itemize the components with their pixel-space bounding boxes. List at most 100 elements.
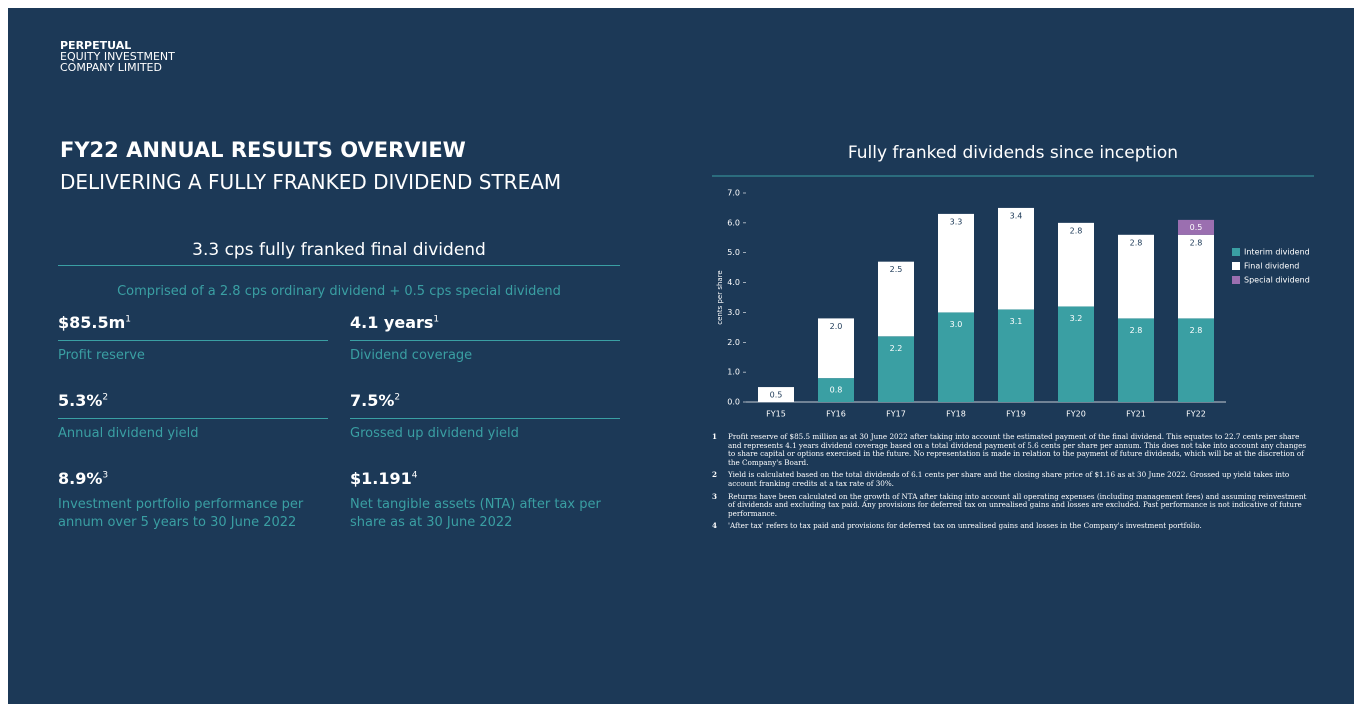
data-label: 3.3 [950,217,963,226]
slide: PERPETUAL EQUITY INVESTMENT COMPANY LIMI… [8,8,1354,704]
highlight-text: Comprised of a 2.8 cps ordinary dividend… [117,284,561,299]
x-tick-label: FY19 [1006,410,1026,419]
data-label: 2.8 [1190,238,1203,247]
footnote-ref: 1 [125,314,132,325]
value: $1.191 [350,469,412,488]
bar-segment [818,378,854,402]
bar-segment [1178,234,1214,319]
metric-label: Annual dividend yield [58,426,199,441]
metric-value: 8.9%3 [58,469,328,490]
data-label: 2.8 [1190,326,1203,335]
y-tick-label: 3.0 [727,308,740,317]
bar-segment [758,387,794,402]
y-axis-label: cents per share [716,270,724,324]
data-label: 2.8 [1130,238,1143,247]
legend-label: Interim dividend [1244,248,1310,257]
x-tick-label: FY22 [1186,410,1206,419]
value: $85.5m [58,313,126,332]
metric-label: Investment portfolio performance per ann… [58,497,304,530]
x-tick-label: FY17 [886,410,906,419]
data-label: 2.0 [830,322,843,331]
footnote-ref: 3 [102,470,109,481]
metric: 8.9%3 Investment portfolio performance pe… [58,469,328,532]
y-tick-label: 4.0 [727,278,740,287]
footnotes: 1 Profit reserve of $85.5 million as at 3… [712,432,1312,535]
footnote-text: Yield is calculated based on the total d… [728,470,1290,488]
metric-value: $1.1914 [350,469,620,490]
chart-title: Fully franked dividends since inception [848,143,1178,163]
title: FY22 ANNUAL RESULTS OVERVIEW [60,138,466,162]
legend-swatch [1232,248,1240,256]
data-label: 0.5 [1190,223,1203,232]
data-label: 3.4 [1010,211,1023,220]
legend-label: Final dividend [1244,262,1299,271]
data-label: 2.5 [890,265,903,274]
data-label: 2.8 [1070,226,1083,235]
bar-segment [1058,222,1094,307]
footnote-ref: 2 [394,392,401,403]
footnote-number: 2 [712,470,718,480]
metric: 5.3%2 Annual dividend yield [58,391,328,443]
bar-segment [1118,234,1154,319]
data-label: 2.2 [890,344,903,353]
bar-segment [938,213,974,313]
footnote-number: 1 [712,432,718,441]
footnote-ref: 1 [433,314,440,325]
footnote: 1 Profit reserve of $85.5 million as at 3… [712,432,1312,467]
y-tick-label: 0.0 [727,398,740,407]
data-label: 3.1 [1010,317,1023,326]
y-tick-label: 5.0 [727,248,740,257]
footnote-number: 3 [712,491,718,501]
metric: 7.5%2 Grossed up dividend yield [350,391,620,443]
bar-segment [1118,318,1154,402]
y-tick-label: 1.0 [727,368,740,377]
company-name: PERPETUAL EQUITY INVESTMENT COMPANY LIMI… [60,40,175,73]
data-label: 3.0 [950,320,963,329]
bar-segment [878,336,914,402]
metric: $1.1914 Net tangible assets (NTA) after t… [350,469,620,532]
footnote-ref: 4 [411,470,418,481]
footnote-ref: 2 [102,392,109,403]
bar-segment [818,318,854,379]
chart: Fully franked dividends since inception c… [712,143,1314,419]
value: 5.3% [58,391,103,410]
footnote-text: Returns have been calculated on the grow… [728,491,1307,518]
value: 7.5% [350,391,395,410]
y-tick-label: 7.0 [727,189,740,198]
company-line: COMPANY LIMITED [60,61,162,74]
data-label: 0.8 [830,386,843,395]
footnote: 3 Returns have been calculated on the gro… [712,491,1312,519]
metric: $85.5m1 Profit reserve [58,313,328,365]
metric-label: Dividend coverage [350,348,473,363]
bar-segment [1178,219,1214,235]
data-label: 3.2 [1070,314,1083,323]
metric: 4.1 years1 Dividend coverage [350,313,620,365]
value: 4.1 years [350,313,434,332]
data-label: 2.8 [1130,326,1143,335]
data-label: 0.5 [770,391,783,400]
legend-label: Special dividend [1244,276,1310,285]
x-tick-label: FY16 [826,410,846,419]
rule [58,265,620,266]
subtitle: DELIVERING A FULLY FRANKED DIVIDEND STRE… [60,170,562,194]
footnote: 4 'After tax' refers to tax paid and prov… [712,522,1312,531]
y-tick-label: 6.0 [727,218,740,227]
x-tick-label: FY15 [766,410,786,419]
footnote-number: 4 [712,521,718,531]
metric-value: 4.1 years1 [350,313,620,341]
x-tick-label: FY18 [946,410,966,419]
metric-label: Net tangible assets (NTA) after tax per … [350,497,601,530]
bar-segment [878,261,914,337]
footnote-text: Profit reserve of $85.5 million as at 30… [728,432,1307,467]
legend-swatch [1232,276,1240,284]
metric-value: 7.5%2 [350,391,620,419]
legend-swatch [1232,262,1240,270]
value: 8.9% [58,469,103,488]
metric-label: Profit reserve [58,348,145,363]
footnote-text: 'After tax' refers to tax paid and provi… [728,521,1202,531]
company-line: PERPETUAL [60,39,132,52]
bar-segment [1058,306,1094,402]
bar-segment [1178,318,1214,402]
y-tick-label: 2.0 [727,338,740,347]
footnote: 2 Yield is calculated based on the total … [712,471,1312,488]
